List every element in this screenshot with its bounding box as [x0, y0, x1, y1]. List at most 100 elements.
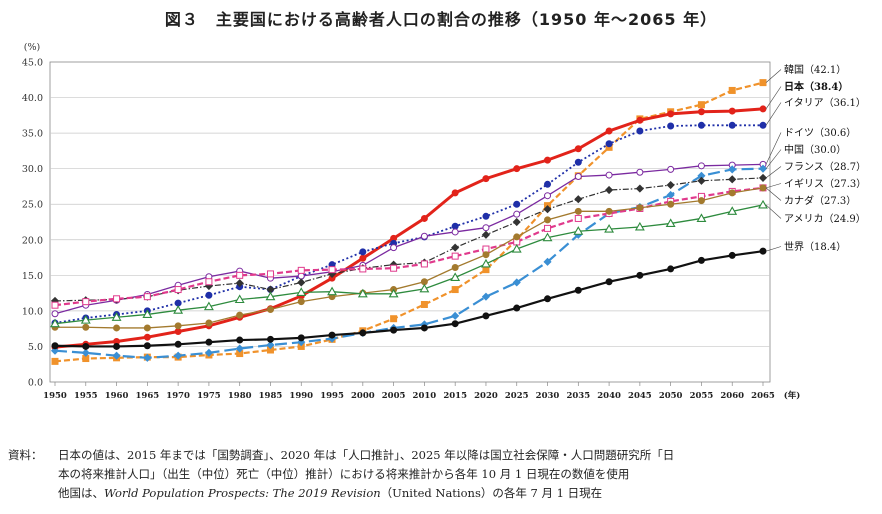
x-tick-label: 2030	[536, 391, 560, 401]
data-point	[328, 331, 336, 339]
data-point	[697, 101, 705, 109]
series-アメリカ	[50, 199, 768, 328]
data-point	[544, 224, 552, 232]
data-point	[667, 110, 675, 118]
data-point	[297, 266, 305, 274]
series-イタリア	[51, 121, 767, 327]
data-point	[758, 164, 768, 173]
data-point	[266, 270, 274, 278]
x-tick-label: 1965	[136, 391, 160, 401]
y-tick-label: 5.0	[28, 342, 43, 353]
y-tick-label: 25.0	[22, 200, 43, 211]
data-point	[51, 342, 59, 350]
data-point	[50, 318, 60, 328]
data-point	[266, 335, 274, 343]
data-point	[390, 244, 398, 252]
data-point	[234, 294, 245, 304]
end-label: 世界（18.4）	[784, 241, 846, 253]
data-point	[297, 278, 306, 287]
data-point	[513, 233, 521, 241]
data-point	[605, 207, 613, 215]
data-point	[513, 304, 521, 312]
y-tick-label: 15.0	[22, 271, 43, 282]
x-tick-label: 2015	[443, 391, 467, 401]
data-point	[174, 351, 183, 360]
data-point	[482, 175, 490, 183]
data-point	[451, 222, 459, 230]
note-line-2: 本の将来推計人口」（出生（中位）死亡（中位）推計）における将来推計から各年 10…	[58, 467, 630, 481]
data-point	[728, 107, 736, 115]
data-point	[636, 116, 644, 124]
data-point	[482, 251, 490, 259]
data-point	[205, 291, 213, 299]
x-tick-label: 2040	[597, 391, 621, 401]
data-point	[173, 305, 184, 314]
data-point	[635, 184, 644, 193]
x-tick-label: 2010	[413, 391, 437, 401]
leader-line	[765, 204, 782, 219]
data-point	[113, 324, 121, 332]
x-tick-label: 2000	[351, 391, 375, 401]
data-point	[266, 305, 274, 313]
source-note: 資料： 日本の値は、2015 年までは「国勢調査」、2020 年は「人口推計」、2…	[8, 446, 874, 503]
data-point	[419, 283, 430, 293]
data-point	[697, 197, 705, 205]
x-tick-label: 1960	[105, 391, 129, 401]
note-line-1: 日本の値は、2015 年までは「国勢調査」、2020 年は「人口推計」、2025…	[58, 448, 675, 462]
data-point	[174, 286, 182, 294]
series-line	[54, 107, 764, 349]
data-point	[359, 265, 367, 273]
series-line	[54, 250, 764, 348]
data-point	[174, 322, 182, 330]
data-point	[420, 232, 428, 240]
x-unit-label: (年)	[784, 390, 801, 401]
chart-title: 図３ 主要国における高齢者人口の割合の推移（1950 年～2065 年）	[164, 10, 718, 29]
data-point	[51, 301, 59, 309]
data-point	[542, 232, 553, 242]
series-韓国	[51, 79, 767, 365]
end-label: 日本（38.4）	[784, 80, 848, 93]
data-point	[111, 312, 122, 321]
data-point	[513, 200, 521, 208]
data-point	[482, 312, 490, 320]
note-line-3-pre: 他国は、	[58, 486, 104, 500]
data-point	[482, 245, 490, 253]
x-tick-label: 1950	[43, 391, 67, 401]
end-label: イギリス（27.3）	[784, 178, 866, 190]
data-point	[574, 172, 582, 180]
data-point	[451, 252, 459, 260]
data-point	[420, 324, 428, 332]
data-point	[667, 122, 675, 130]
data-point	[203, 301, 214, 311]
end-label: カナダ（27.3）	[784, 194, 856, 207]
data-point	[143, 333, 151, 341]
data-point	[481, 292, 491, 301]
data-point	[266, 340, 275, 350]
data-point	[390, 315, 398, 323]
data-point	[636, 168, 644, 176]
data-point	[235, 344, 244, 353]
data-point	[328, 266, 336, 274]
y-tick-label: 35.0	[22, 129, 43, 140]
data-point	[481, 258, 491, 268]
x-tick-label: 2045	[628, 391, 652, 401]
data-point	[667, 200, 675, 208]
leader-line	[765, 69, 782, 83]
x-tick-label: 1995	[320, 391, 344, 401]
leader-line	[765, 246, 782, 252]
x-tick-label: 2065	[751, 391, 775, 401]
data-point	[390, 264, 398, 272]
series-イギリス	[51, 184, 767, 309]
data-point	[512, 217, 521, 227]
data-point	[697, 256, 705, 264]
x-tick-label: 2060	[720, 391, 744, 401]
data-point	[666, 180, 675, 190]
data-point	[543, 257, 552, 266]
leader-line	[765, 187, 782, 201]
data-point	[82, 323, 90, 331]
data-point	[265, 291, 276, 301]
data-point	[697, 162, 705, 170]
leader-line	[765, 166, 782, 179]
x-tick-label: 2005	[382, 391, 406, 401]
data-point	[143, 342, 151, 350]
